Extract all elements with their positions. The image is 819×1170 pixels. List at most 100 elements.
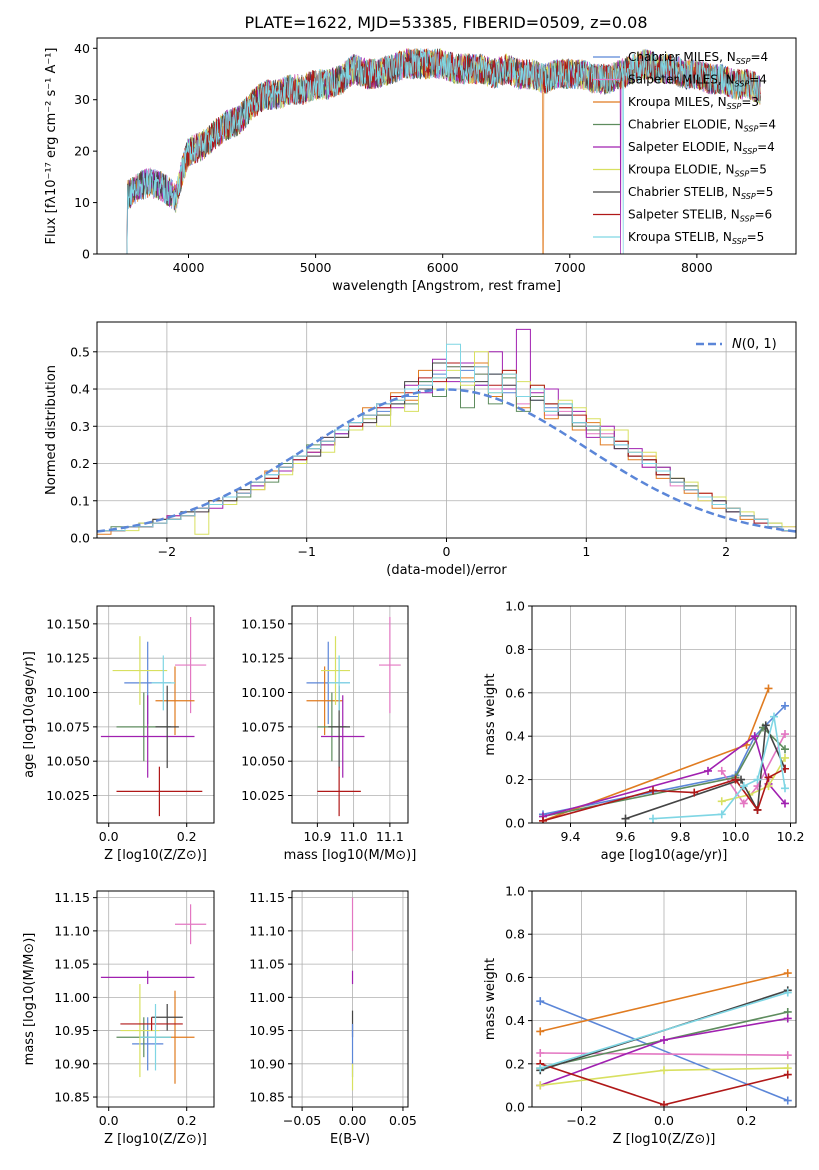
weight-marker <box>536 1064 545 1073</box>
plot-area <box>97 328 796 535</box>
plot-area <box>100 616 207 817</box>
y-tick-label: 10.025 <box>241 788 285 803</box>
y-tick-label: 10.95 <box>249 1023 285 1038</box>
weight-series <box>542 726 786 818</box>
weight-marker <box>536 1027 545 1036</box>
y-tick-label: 0.6 <box>505 970 525 985</box>
axes-frame <box>291 890 409 1108</box>
weight-series <box>652 716 786 820</box>
x-tick-label: 6000 <box>427 260 459 275</box>
legend-label: Kroupa MILES, NSSP=3 <box>628 95 759 111</box>
weight-series <box>542 688 770 822</box>
plot-area <box>539 684 789 823</box>
y-axis-label: age [log10(age/yr)] <box>22 651 37 778</box>
weight-marker <box>783 1070 792 1079</box>
y-tick-label: 1.0 <box>505 884 525 899</box>
y-tick-label: 10.90 <box>249 1056 285 1071</box>
y-axis-label: Normed distribution <box>44 365 59 495</box>
y-axis-label: Flux [fλ10⁻¹⁷ erg cm⁻² s⁻¹ A⁻¹] <box>44 48 59 245</box>
legend-label: Kroupa ELODIE, NSSP=5 <box>628 163 767 179</box>
x-tick-label: −2 <box>158 544 176 559</box>
legend-label: Chabrier STELIB, NSSP=5 <box>628 185 773 201</box>
y-tick-label: 10.050 <box>241 754 285 769</box>
y-tick-label: 10.125 <box>241 651 285 666</box>
x-tick-label: 0.0 <box>99 829 119 844</box>
x-tick-label: 0.05 <box>389 1113 417 1128</box>
x-tick-label: 0.00 <box>339 1113 367 1128</box>
x-tick-label: 10.0 <box>722 829 750 844</box>
axes-frame <box>531 605 797 824</box>
y-tick-label: 1.0 <box>505 599 525 614</box>
weight-marker <box>649 786 657 795</box>
weight-marker <box>739 782 748 791</box>
y-tick-label: 11.00 <box>249 990 285 1005</box>
y-tick-label: 11.05 <box>249 957 285 972</box>
y-tick-label: 0.2 <box>70 456 90 471</box>
plot-area <box>306 616 401 817</box>
x-axis-label: Z [log10(Z/Z⊙)] <box>104 848 207 863</box>
chart-z-age: 0.0 0.2 10.025 10.050 10.075 10.100 10.125 10.1… <box>22 605 215 863</box>
weight-marker <box>781 799 789 808</box>
y-tick-label: 10.125 <box>46 651 90 666</box>
chart-spectrum: Chabrier MILES, NSSP=4 Salpeter MILES, NS… <box>44 37 797 294</box>
y-tick-label: 0.0 <box>505 816 525 831</box>
weight-marker <box>717 810 726 819</box>
weight-marker <box>739 799 748 808</box>
weight-marker <box>717 766 726 775</box>
x-tick-label: 10.9 <box>303 829 331 844</box>
y-tick-label: 0 <box>82 247 90 262</box>
chart-z-weight: −0.2 0.0 0.2 0.0 0.2 0.4 0.6 0.8 1.0 Z [log10(Z/Z… <box>483 884 797 1147</box>
y-tick-label: 11.15 <box>249 890 285 905</box>
plot-area <box>125 48 761 254</box>
x-tick-label: 0.2 <box>177 1113 197 1128</box>
x-tick-label: 11.1 <box>376 829 404 844</box>
y-axis-label: mass [log10(M/M⊙)] <box>22 933 37 1066</box>
y-tick-label: 0.0 <box>70 531 90 546</box>
weight-marker <box>660 1066 668 1075</box>
x-axis-label: mass [log10(M/M⊙)] <box>284 848 417 863</box>
chart-age-weight: 9.4 9.6 9.8 10.0 10.2 0.0 0.2 0.4 0.6 0.8 1.0 age [… <box>483 599 804 864</box>
y-tick-label: 0.2 <box>505 772 525 787</box>
axes-frame <box>96 37 797 255</box>
y-tick-label: 10.100 <box>241 685 285 700</box>
weight-marker <box>750 732 759 741</box>
legend-label: Salpeter STELIB, NSSP=6 <box>628 208 772 224</box>
legend-label: Salpeter ELODIE, NSSP=4 <box>628 140 775 156</box>
y-tick-label: 0.6 <box>505 685 525 700</box>
weight-marker <box>660 1100 668 1107</box>
x-axis-label: Z [log10(Z/Z⊙)] <box>104 1132 207 1147</box>
x-tick-label: 0 <box>443 544 451 559</box>
weight-marker <box>781 753 789 762</box>
x-tick-label: 5000 <box>300 260 332 275</box>
x-tick-label: 9.8 <box>671 829 691 844</box>
weight-marker <box>783 1051 792 1060</box>
chart-residuals: N(0, 1) −2 −1 0 1 2 0.0 0.1 0.2 0.3 0.4 0.5 (data-mo… <box>44 321 797 578</box>
y-tick-label: 0.8 <box>505 642 525 657</box>
chart-z-mass: 0.0 0.2 10.85 10.90 10.95 11.00 11.05 11.10 11.1… <box>22 890 215 1147</box>
y-tick-label: 30 <box>74 92 90 107</box>
x-axis-label: Z [log10(Z/Z⊙)] <box>613 1132 716 1147</box>
y-tick-label: 10.85 <box>249 1090 285 1105</box>
legend-label: Chabrier MILES, NSSP=4 <box>628 50 768 66</box>
y-tick-label: 10.050 <box>46 754 90 769</box>
y-tick-label: 0.8 <box>505 927 525 942</box>
plot-area <box>536 969 792 1107</box>
y-tick-label: 10.025 <box>46 788 90 803</box>
normal-reference-curve <box>97 388 796 533</box>
weight-marker <box>753 805 762 814</box>
legend-label: N(0, 1) <box>732 337 777 352</box>
plot-area <box>100 904 207 1084</box>
x-tick-label: −0.05 <box>283 1113 321 1128</box>
chart-mass-age: 10.9 11.0 11.1 10.025 10.050 10.075 10.100 10.1… <box>241 605 417 863</box>
y-tick-label: 10.85 <box>54 1090 90 1105</box>
y-tick-label: 0.5 <box>70 344 90 359</box>
y-tick-label: 40 <box>74 41 90 56</box>
y-tick-label: 0.3 <box>70 419 90 434</box>
x-tick-label: 8000 <box>681 260 713 275</box>
y-tick-label: 11.00 <box>54 990 90 1005</box>
weight-marker <box>536 1049 545 1057</box>
weight-marker <box>783 988 792 997</box>
weight-marker <box>764 684 773 693</box>
axes-frame <box>291 605 409 824</box>
